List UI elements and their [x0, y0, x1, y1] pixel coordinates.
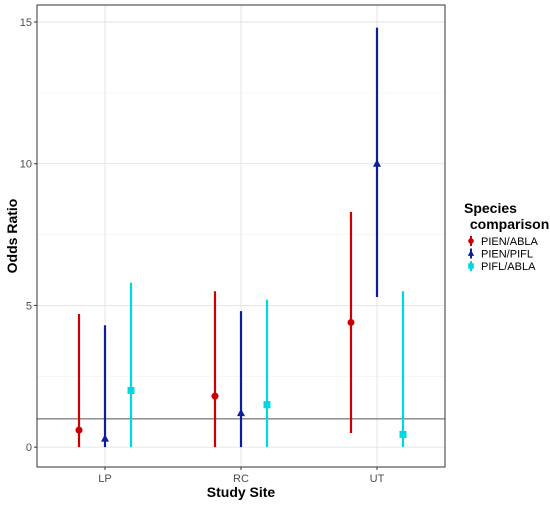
y-tick-label: 0	[26, 442, 32, 454]
point-pien-abla-lp	[75, 426, 83, 434]
point-pien-abla-rc	[211, 392, 219, 400]
legend-key-marker-pifl-abla	[468, 263, 474, 269]
point-pifl-abla-rc	[263, 401, 271, 409]
y-axis-title: Odds Ratio	[4, 199, 20, 274]
point-pien-pifl-lp	[100, 434, 110, 442]
y-tick-label: 5	[26, 300, 32, 312]
legend-key-marker-pien-pifl	[467, 249, 475, 256]
legend-title-line-2: comparison	[466, 216, 549, 232]
point-pien-pifl-rc	[236, 408, 246, 417]
point-pien-abla-ut	[347, 318, 355, 326]
legend-title-line-1: Species	[464, 200, 517, 216]
legend-key-marker-pien-abla	[468, 238, 474, 244]
x-tick-label: RC	[233, 473, 249, 485]
point-pifl-abla-lp	[127, 386, 135, 394]
point-pien-pifl-ut	[372, 159, 382, 167]
legend-label-pien-abla: PIEN/ABLA	[481, 236, 539, 248]
x-axis-title: Study Site	[207, 484, 276, 500]
legend: Species comparison PIEN/ABLAPIEN/PIFLPIF…	[464, 200, 549, 273]
axis-layer: 0 5 10 15 LP RC UT	[20, 17, 385, 485]
legend-label-pifl-abla: PIFL/ABLA	[481, 261, 536, 273]
legend-label-pien-pifl: PIEN/PIFL	[481, 249, 533, 261]
x-tick-label: UT	[370, 473, 385, 485]
point-pifl-abla-ut	[399, 430, 407, 438]
y-tick-label: 10	[20, 159, 32, 171]
y-tick-label: 15	[20, 17, 32, 29]
x-tick-label: LP	[98, 473, 111, 485]
data-layer	[75, 27, 407, 448]
